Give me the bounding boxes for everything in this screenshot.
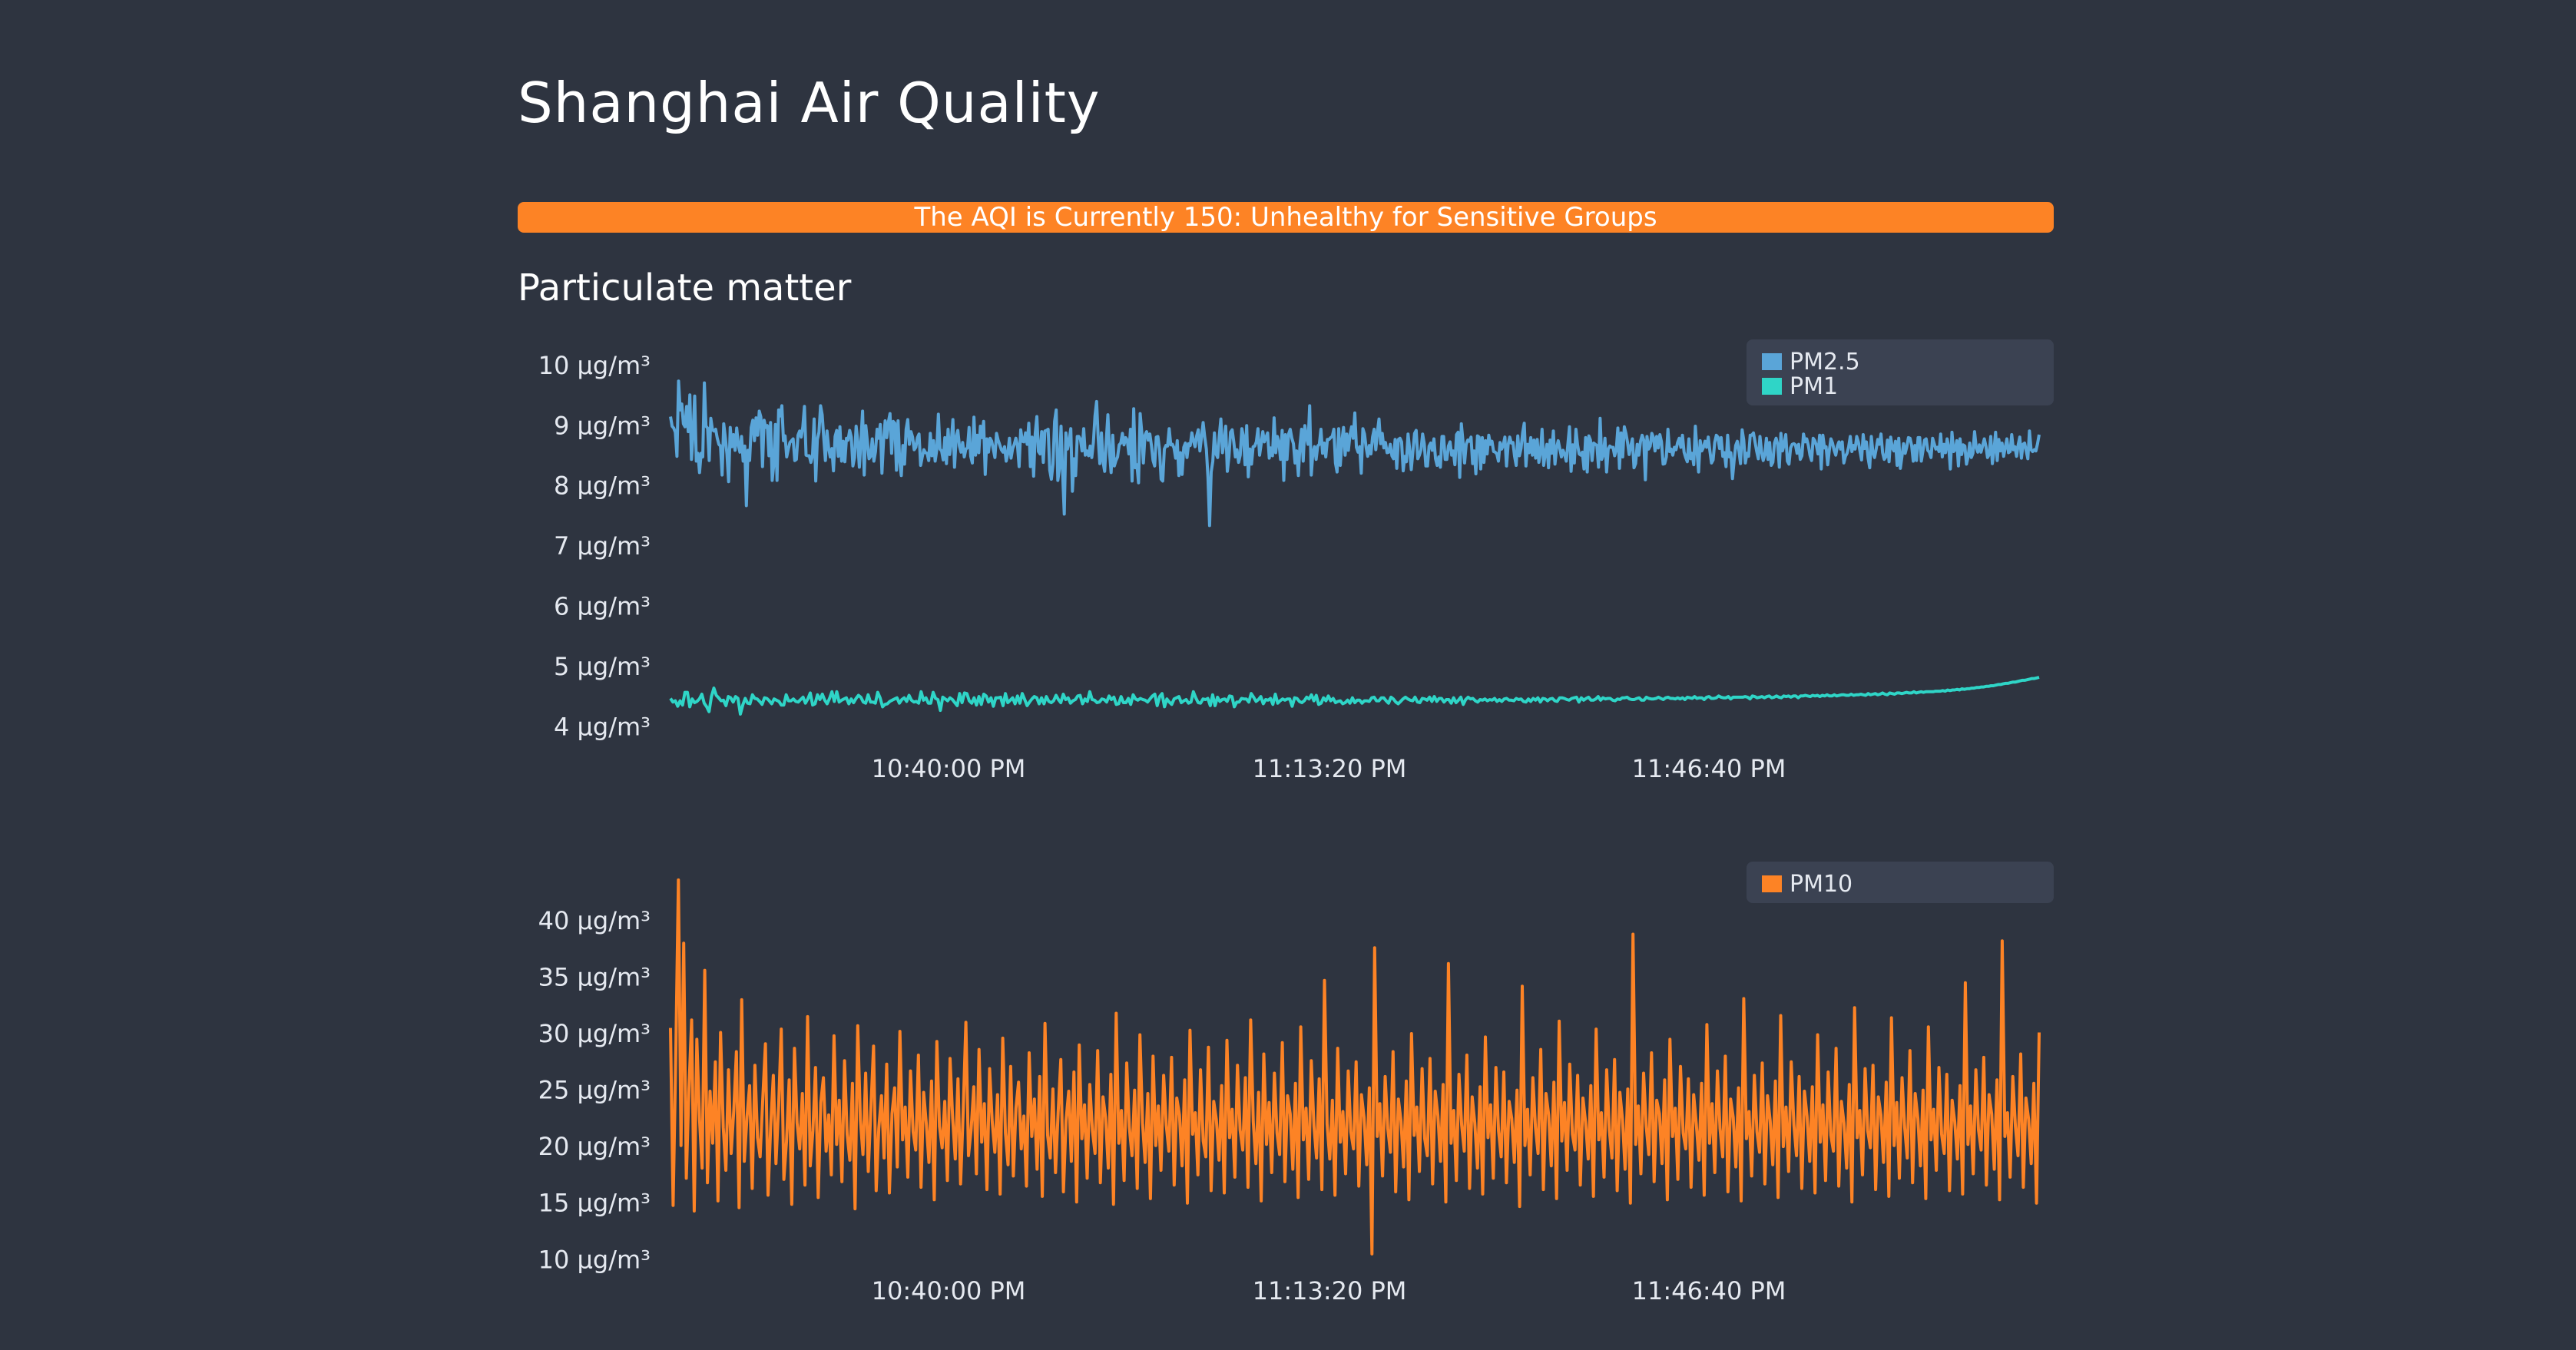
- x-tick-label: 10:40:00 PM: [872, 1276, 1026, 1305]
- y-tick-label: 5 μg/m³: [554, 652, 651, 681]
- page-title: Shanghai Air Quality: [518, 71, 1101, 135]
- legend-label: PM10: [1790, 871, 1853, 898]
- series-line-pm25: [669, 379, 2041, 528]
- y-tick-label: 30 μg/m³: [538, 1019, 651, 1048]
- series-line-pm10: [669, 878, 2041, 1256]
- y-tick-label: 25 μg/m³: [538, 1076, 651, 1105]
- y-tick-label: 20 μg/m³: [538, 1132, 651, 1161]
- legend-swatch: [1762, 353, 1782, 370]
- y-tick-label: 6 μg/m³: [554, 591, 651, 620]
- legend-swatch: [1762, 378, 1782, 395]
- series-line-pm1: [669, 676, 2040, 716]
- y-tick-label: 15 μg/m³: [538, 1189, 651, 1218]
- legend-background: [1747, 862, 2054, 903]
- x-tick-label: 10:40:00 PM: [872, 754, 1026, 783]
- y-tick-label: 7 μg/m³: [554, 531, 651, 561]
- legend-label: PM2.5: [1790, 349, 1860, 376]
- legend: PM10: [1747, 862, 2054, 903]
- x-tick-label: 11:46:40 PM: [1632, 754, 1786, 783]
- x-tick-label: 11:13:20 PM: [1253, 1276, 1407, 1305]
- section-title: Particulate matter: [518, 266, 852, 309]
- aqi-status-banner: The AQI is Currently 150: Unhealthy for …: [518, 202, 2054, 233]
- y-tick-label: 8 μg/m³: [554, 472, 651, 501]
- legend-background: [1747, 339, 2054, 405]
- pm-small-chart: 10 μg/m³ 9 μg/m³ 8 μg/m³ 7 μg/m³ 6 μg/m³ 5 μg…: [538, 339, 2054, 783]
- x-tick-label: 11:46:40 PM: [1632, 1276, 1786, 1305]
- y-tick-label: 9 μg/m³: [554, 411, 651, 440]
- y-tick-label: 10 μg/m³: [538, 351, 651, 380]
- y-tick-label: 10 μg/m³: [538, 1245, 651, 1274]
- legend-label: PM1: [1790, 373, 1838, 400]
- y-tick-label: 4 μg/m³: [554, 712, 651, 741]
- y-tick-label: 40 μg/m³: [538, 906, 651, 935]
- x-tick-label: 11:13:20 PM: [1253, 754, 1407, 783]
- legend-swatch: [1762, 875, 1782, 892]
- pm-large-chart: 40 μg/m³ 35 μg/m³ 30 μg/m³ 25 μg/m³ 20 μg/m³…: [538, 862, 2054, 1305]
- y-tick-label: 35 μg/m³: [538, 962, 651, 991]
